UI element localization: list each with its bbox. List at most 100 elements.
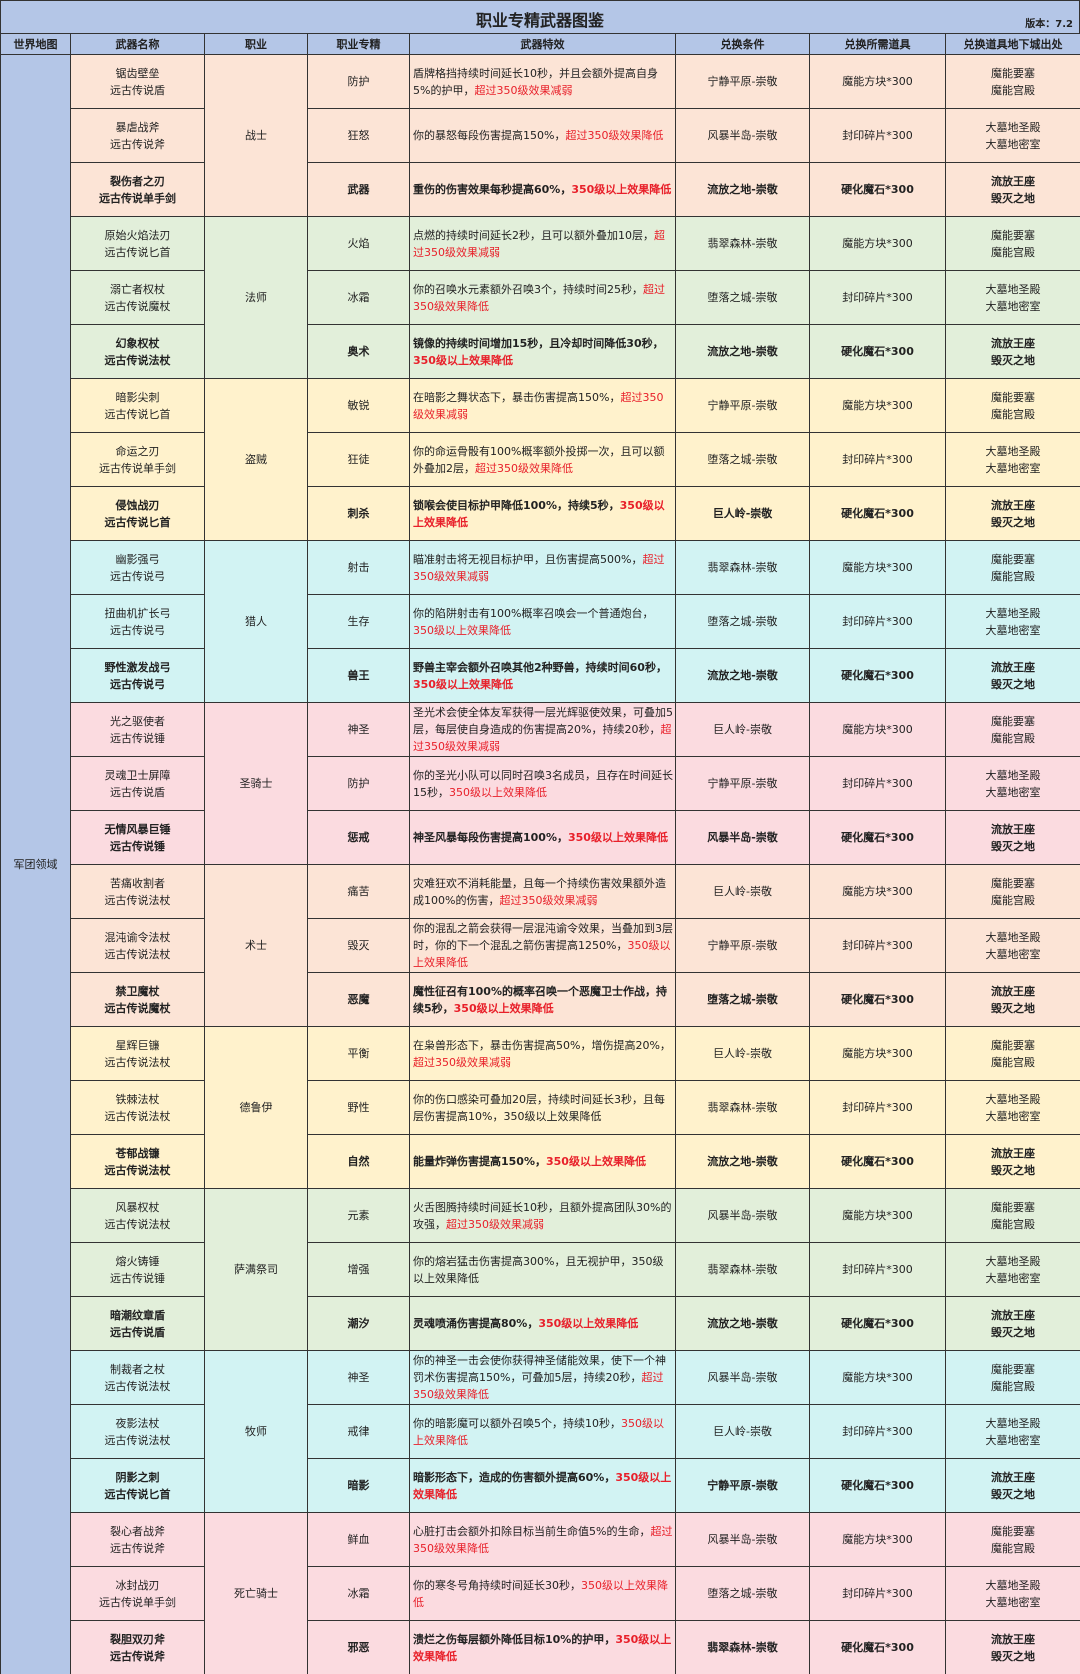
effect-cell: 你的熔岩猛击伤害提高300%，且无视护甲，350级以上效果降低 bbox=[409, 1242, 676, 1297]
weapon-name-cell: 苦痛收割者 远古传说法杖 bbox=[70, 864, 205, 919]
weapon-name-cell: 风暴权杖 远古传说法杖 bbox=[70, 1188, 205, 1243]
effect-cell: 你的召唤水元素额外召唤3个，持续时间25秒，超过350级效果降低 bbox=[409, 270, 676, 325]
class-name-cell: 法师 bbox=[204, 216, 308, 379]
weapon-name-cell: 侵蚀战刃 远古传说匕首 bbox=[70, 486, 205, 541]
effect-note: 350级以上效果降低 bbox=[413, 353, 513, 367]
item-cell: 封印碎片*300 bbox=[809, 1242, 946, 1297]
effect-note: 350级以上效果降低 bbox=[413, 1470, 672, 1501]
weapon-type: 远古传说法杖 bbox=[104, 1109, 171, 1123]
weapon-name-cell: 溺亡者权杖 远古传说魔杖 bbox=[70, 270, 205, 325]
weapon-type: 远古传说斧 bbox=[110, 1541, 165, 1555]
effect-note: 超过350级效果减弱 bbox=[446, 1217, 544, 1231]
dungeon-cell: 大墓地圣殿 大墓地密室 bbox=[945, 756, 1080, 811]
weapon-type: 远古传说弓 bbox=[110, 677, 165, 691]
dungeon-name: 大墓地密室 bbox=[985, 1109, 1041, 1123]
item-cell: 封印碎片*300 bbox=[809, 1404, 946, 1459]
dungeon-name: 魔能要塞 bbox=[991, 390, 1035, 404]
dungeon-name: 大墓地密室 bbox=[985, 1271, 1041, 1285]
dungeon-name: 毁灭之地 bbox=[991, 515, 1035, 529]
spec-cell: 冰霜 bbox=[307, 270, 410, 325]
table-row: 苍郁战镰 远古传说法杖 自然 能量炸弹伤害提高150%，350级以上效果降低 流放之地-… bbox=[0, 1134, 1080, 1189]
dungeon-name: 大墓地圣殿 bbox=[985, 930, 1041, 944]
effect-note: 超过350级效果减弱 bbox=[413, 390, 664, 421]
dungeon-name: 魔能要塞 bbox=[991, 66, 1035, 80]
effect-cell: 你的暴怒每段伤害提高150%，超过350级效果降低 bbox=[409, 108, 676, 163]
dungeon-name: 魔能要塞 bbox=[991, 1524, 1035, 1538]
table-row: 暴虐战斧 远古传说斧 狂怒 你的暴怒每段伤害提高150%，超过350级效果降低 风暴半岛… bbox=[0, 108, 1080, 163]
effect-text: 你的神圣一击会使你获得神圣储能效果，使下一个神罚术伤害提高150%，可叠加5层，… bbox=[413, 1354, 666, 1384]
item-cell: 封印碎片*300 bbox=[809, 1566, 946, 1621]
dungeon-cell: 魔能要塞 魔能宫殿 bbox=[945, 1512, 1080, 1567]
dungeon-name: 毁灭之地 bbox=[991, 1001, 1035, 1015]
item-cell: 硬化魔石*300 bbox=[809, 1458, 946, 1513]
condition-cell: 宁静平原-崇敬 bbox=[675, 378, 810, 433]
weapon-name: 裂心者战斧 bbox=[110, 1524, 165, 1538]
effect-note: 超过350级效果减弱 bbox=[474, 83, 573, 97]
effect-text: 你的伤口感染可叠加20层，持续时间延长3秒，且每层伤害提高10%，350级以上效… bbox=[413, 1092, 665, 1123]
weapon-type: 远古传说盾 bbox=[110, 83, 165, 97]
effect-cell: 瞄准射击将无视目标护甲，且伤害提高500%，超过350级效果减弱 bbox=[409, 540, 676, 595]
effect-cell: 心脏打击会额外扣除目标当前生命值5%的生命，超过350级效果降低 bbox=[409, 1512, 676, 1567]
effect-text: 魔性征召有100%的概率召唤一个恶魔卫士作战，持续5秒， bbox=[413, 984, 667, 1015]
weapon-name: 裂胆双刃斧 bbox=[110, 1632, 165, 1646]
effect-text: 在暗影之舞状态下，暴击伤害提高150%， bbox=[413, 390, 621, 404]
class-name-cell: 萨满祭司 bbox=[204, 1188, 308, 1351]
spec-cell: 鲜血 bbox=[307, 1512, 410, 1567]
dungeon-cell: 大墓地圣殿 大墓地密室 bbox=[945, 1242, 1080, 1297]
weapon-name-cell: 扭曲机扩长弓 远古传说弓 bbox=[70, 594, 205, 649]
dungeon-name: 毁灭之地 bbox=[991, 677, 1035, 691]
class-name-cell: 术士 bbox=[204, 864, 308, 1027]
condition-cell: 巨人岭-崇敬 bbox=[675, 486, 810, 541]
weapon-type: 远古传说弓 bbox=[110, 623, 165, 637]
weapon-name-cell: 禁卫魔杖 远古传说魔杖 bbox=[70, 972, 205, 1027]
effect-cell: 你的陷阱射击有100%概率召唤会一个普通炮台， 350级以上效果降低 bbox=[409, 594, 676, 649]
spec-cell: 刺杀 bbox=[307, 486, 410, 541]
effect-cell: 镜像的持续时间增加15秒，且冷却时间降低30秒， 350级以上效果降低 bbox=[409, 324, 676, 379]
effect-cell: 在暗影之舞状态下，暴击伤害提高150%，超过350级效果减弱 bbox=[409, 378, 676, 433]
weapon-name-cell: 星辉巨镰 远古传说法杖 bbox=[70, 1026, 205, 1081]
spec-cell: 生存 bbox=[307, 594, 410, 649]
item-cell: 魔能方块*300 bbox=[809, 864, 946, 919]
item-cell: 魔能方块*300 bbox=[809, 1026, 946, 1081]
table-row: 铁棘法杖 远古传说法杖 野性 你的伤口感染可叠加20层，持续时间延长3秒，且每层伤害提… bbox=[0, 1080, 1080, 1135]
effect-cell: 灾难狂欢不消耗能量，且每一个持续伤害效果额外造成100%的伤害，超过350级效果… bbox=[409, 864, 676, 919]
weapon-type: 远古传说锤 bbox=[110, 1271, 165, 1285]
dungeon-name: 流放王座 bbox=[991, 1632, 1035, 1646]
dungeon-cell: 流放王座 毁灭之地 bbox=[945, 162, 1080, 217]
dungeon-cell: 魔能要塞 魔能宫殿 bbox=[945, 540, 1080, 595]
spec-cell: 神圣 bbox=[307, 702, 410, 757]
weapon-type: 远古传说法杖 bbox=[104, 1163, 171, 1177]
effect-note: 超过350级效果降低 bbox=[413, 1371, 664, 1401]
effect-text: 你的召唤水元素额外召唤3个，持续时间25秒， bbox=[413, 282, 643, 296]
table-row: 裂伤者之刃 远古传说单手剑 武器 重伤的伤害效果每秒提高60%，350级以上效果降低流… bbox=[0, 162, 1080, 217]
dungeon-cell: 大墓地圣殿 大墓地密室 bbox=[945, 594, 1080, 649]
table-row: 苦痛收割者 远古传说法杖 术士 痛苦 灾难狂欢不消耗能量，且每一个持续伤害效果额外造成1… bbox=[0, 864, 1080, 1027]
condition-cell: 翡翠森林-崇敬 bbox=[675, 1242, 810, 1297]
weapon-name: 裂伤者之刃 bbox=[110, 174, 165, 188]
dungeon-cell: 流放王座 毁灭之地 bbox=[945, 972, 1080, 1027]
weapon-type: 远古传说匕首 bbox=[104, 407, 171, 421]
weapon-name-cell: 制裁者之杖 远古传说法杖 bbox=[70, 1350, 205, 1405]
dungeon-name: 魔能宫殿 bbox=[991, 83, 1035, 97]
table-row: 裂心者战斧 远古传说斧 死亡骑士 鲜血 心脏打击会额外扣除目标当前生命值5%的生命，超过… bbox=[0, 1512, 1080, 1674]
dungeon-name: 毁灭之地 bbox=[991, 191, 1035, 205]
spec-cell: 痛苦 bbox=[307, 864, 410, 919]
effect-text: 在枭兽形态下，暴击伤害提高50%，增伤提高20%， bbox=[413, 1038, 671, 1052]
weapon-name: 冰封战刃 bbox=[115, 1578, 160, 1592]
spec-cell: 元素 bbox=[307, 1188, 410, 1243]
weapon-table: 世界地图 武器名称 职业 职业专精 武器特效 兑换条件 兑换所需道具 兑换道具地… bbox=[0, 33, 1080, 1674]
weapon-type: 远古传说斧 bbox=[110, 137, 165, 151]
dungeon-cell: 魔能要塞 魔能宫殿 bbox=[945, 702, 1080, 757]
table-row: 野性激发战弓 远古传说弓 兽王 野兽主宰会额外召唤其他2种野兽，持续时间60秒， 350… bbox=[0, 648, 1080, 703]
effect-note: 超过350级效果减弱 bbox=[413, 723, 672, 753]
dungeon-cell: 流放王座 毁灭之地 bbox=[945, 1134, 1080, 1189]
weapon-name: 苍郁战镰 bbox=[115, 1146, 160, 1160]
class-name-cell: 战士 bbox=[204, 54, 308, 217]
effect-cell: 灵魂喷涌伤害提高80%，350级以上效果降低 bbox=[409, 1296, 676, 1351]
item-cell: 魔能方块*300 bbox=[809, 1188, 946, 1243]
item-cell: 封印碎片*300 bbox=[809, 1080, 946, 1135]
effect-cell: 重伤的伤害效果每秒提高60%，350级以上效果降低 bbox=[409, 162, 676, 217]
dungeon-name: 大墓地密室 bbox=[985, 947, 1041, 961]
weapon-name-cell: 裂心者战斧远古传说斧 bbox=[70, 1512, 205, 1567]
effect-text: 你的暴怒每段伤害提高150%， bbox=[413, 129, 566, 142]
